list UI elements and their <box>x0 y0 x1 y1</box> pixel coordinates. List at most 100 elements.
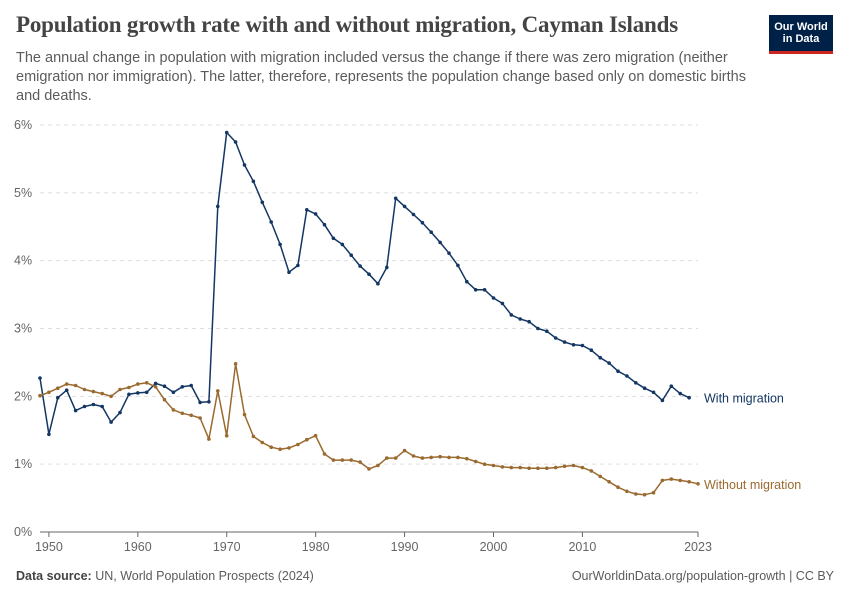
without-migration-point <box>687 480 691 484</box>
without-migration-point <box>456 455 460 460</box>
without-migration-point <box>438 454 442 459</box>
with-migration-point <box>100 404 104 409</box>
without-migration-point <box>527 466 531 471</box>
with-migration-point <box>118 410 122 415</box>
with-migration-point <box>376 281 380 286</box>
with-migration-point <box>553 336 558 340</box>
x-tick-label: 1980 <box>302 540 330 554</box>
without-migration-point <box>64 382 69 386</box>
without-migration-point <box>367 467 371 471</box>
without-migration-point <box>118 387 122 392</box>
without-migration-point <box>571 463 576 468</box>
without-migration-point <box>429 455 434 460</box>
with-migration-point <box>420 220 425 225</box>
with-migration-point <box>91 402 96 407</box>
with-migration-point <box>402 204 407 209</box>
with-migration-point <box>305 208 309 212</box>
with-migration-point <box>607 361 611 365</box>
with-migration-point <box>47 432 51 437</box>
without-migration-point <box>56 386 60 391</box>
without-migration-point <box>509 465 514 470</box>
without-migration-point <box>447 455 451 460</box>
y-tick-label: 5% <box>14 186 32 200</box>
without-migration-point <box>207 437 211 441</box>
without-migration-point <box>340 458 345 462</box>
with-migration-point <box>73 408 78 413</box>
without-migration-point <box>518 465 522 470</box>
with-migration-point <box>109 420 113 424</box>
gridlines <box>40 124 698 465</box>
without-migration-point <box>144 381 149 385</box>
with-migration-point <box>340 242 345 247</box>
with-migration-point <box>207 400 211 404</box>
without-migration-point <box>322 452 327 456</box>
with-migration-point <box>127 392 131 397</box>
without-migration-point <box>358 460 362 464</box>
with-migration-point <box>411 212 416 217</box>
x-tick-label: 2023 <box>684 540 712 554</box>
owid-logo[interactable]: Our World in Data <box>769 15 833 54</box>
without-migration-point <box>651 490 656 495</box>
with-migration-point <box>82 404 87 409</box>
without-migration-label: Without migration <box>704 478 801 492</box>
logo-line-2: in Data <box>782 33 820 45</box>
without-migration-point <box>465 456 469 461</box>
with-migration-point <box>571 343 576 347</box>
source-url[interactable]: OurWorldinData.org/population-growth | C… <box>571 569 834 583</box>
without-migration-point <box>224 433 229 438</box>
with-migration-point <box>500 301 505 306</box>
with-migration-point <box>527 319 531 324</box>
with-migration-point <box>260 200 265 205</box>
without-migration-point <box>589 469 594 473</box>
x-tick-label: 1950 <box>35 540 63 554</box>
data-source: Data source: UN, World Population Prospe… <box>16 569 314 583</box>
with-migration-point <box>144 390 149 395</box>
with-migration-point <box>313 212 318 216</box>
without-migration-point <box>198 416 202 420</box>
with-migration-point <box>331 236 336 241</box>
without-migration-point <box>269 445 274 450</box>
x-tick-label: 1960 <box>124 540 152 554</box>
without-migration-point <box>625 489 629 494</box>
without-migration-point <box>331 458 336 462</box>
with-migration-point <box>358 264 362 268</box>
without-migration-point <box>553 465 558 470</box>
with-migration-point <box>536 326 540 331</box>
without-migration-point <box>607 480 611 484</box>
x-tick-label: 2010 <box>568 540 596 554</box>
y-tick-label: 2% <box>14 389 32 403</box>
with-migration-point <box>322 222 327 227</box>
without-migration-point <box>109 394 113 399</box>
with-migration-point <box>349 253 354 257</box>
with-migration-point <box>216 204 220 209</box>
without-migration-point <box>616 485 620 490</box>
with-migration-point <box>660 398 665 403</box>
with-migration-point <box>482 288 487 292</box>
with-migration-point <box>465 279 469 284</box>
without-migration-point <box>562 464 567 469</box>
without-migration-point <box>349 458 354 462</box>
without-migration-point <box>473 459 478 464</box>
with-migration-point <box>233 140 238 144</box>
axes: 0% 1% 2% 3% 4% 5% 6% 1950 1960 1970 1980 1990 2000 20… <box>14 118 712 554</box>
with-migration-point <box>224 130 229 135</box>
y-tick-label: 3% <box>14 322 32 336</box>
with-migration-point <box>687 395 691 400</box>
without-migration-point <box>162 397 167 402</box>
without-migration-point <box>660 478 665 483</box>
without-migration-point <box>313 433 318 438</box>
y-tick-label: 4% <box>14 254 32 268</box>
with-migration-point <box>447 251 451 255</box>
x-tick-label: 2000 <box>480 540 508 554</box>
with-migration-point <box>287 270 291 275</box>
with-migration-point <box>251 179 256 184</box>
without-migration-point <box>420 456 425 460</box>
without-migration-point <box>127 385 131 390</box>
with-migration-point <box>153 381 158 386</box>
with-migration-point <box>616 369 620 374</box>
data-source-label: Data source: <box>16 569 92 583</box>
without-migration-point <box>696 482 700 486</box>
without-migration-point <box>278 447 282 452</box>
with-migration-point <box>562 340 567 344</box>
